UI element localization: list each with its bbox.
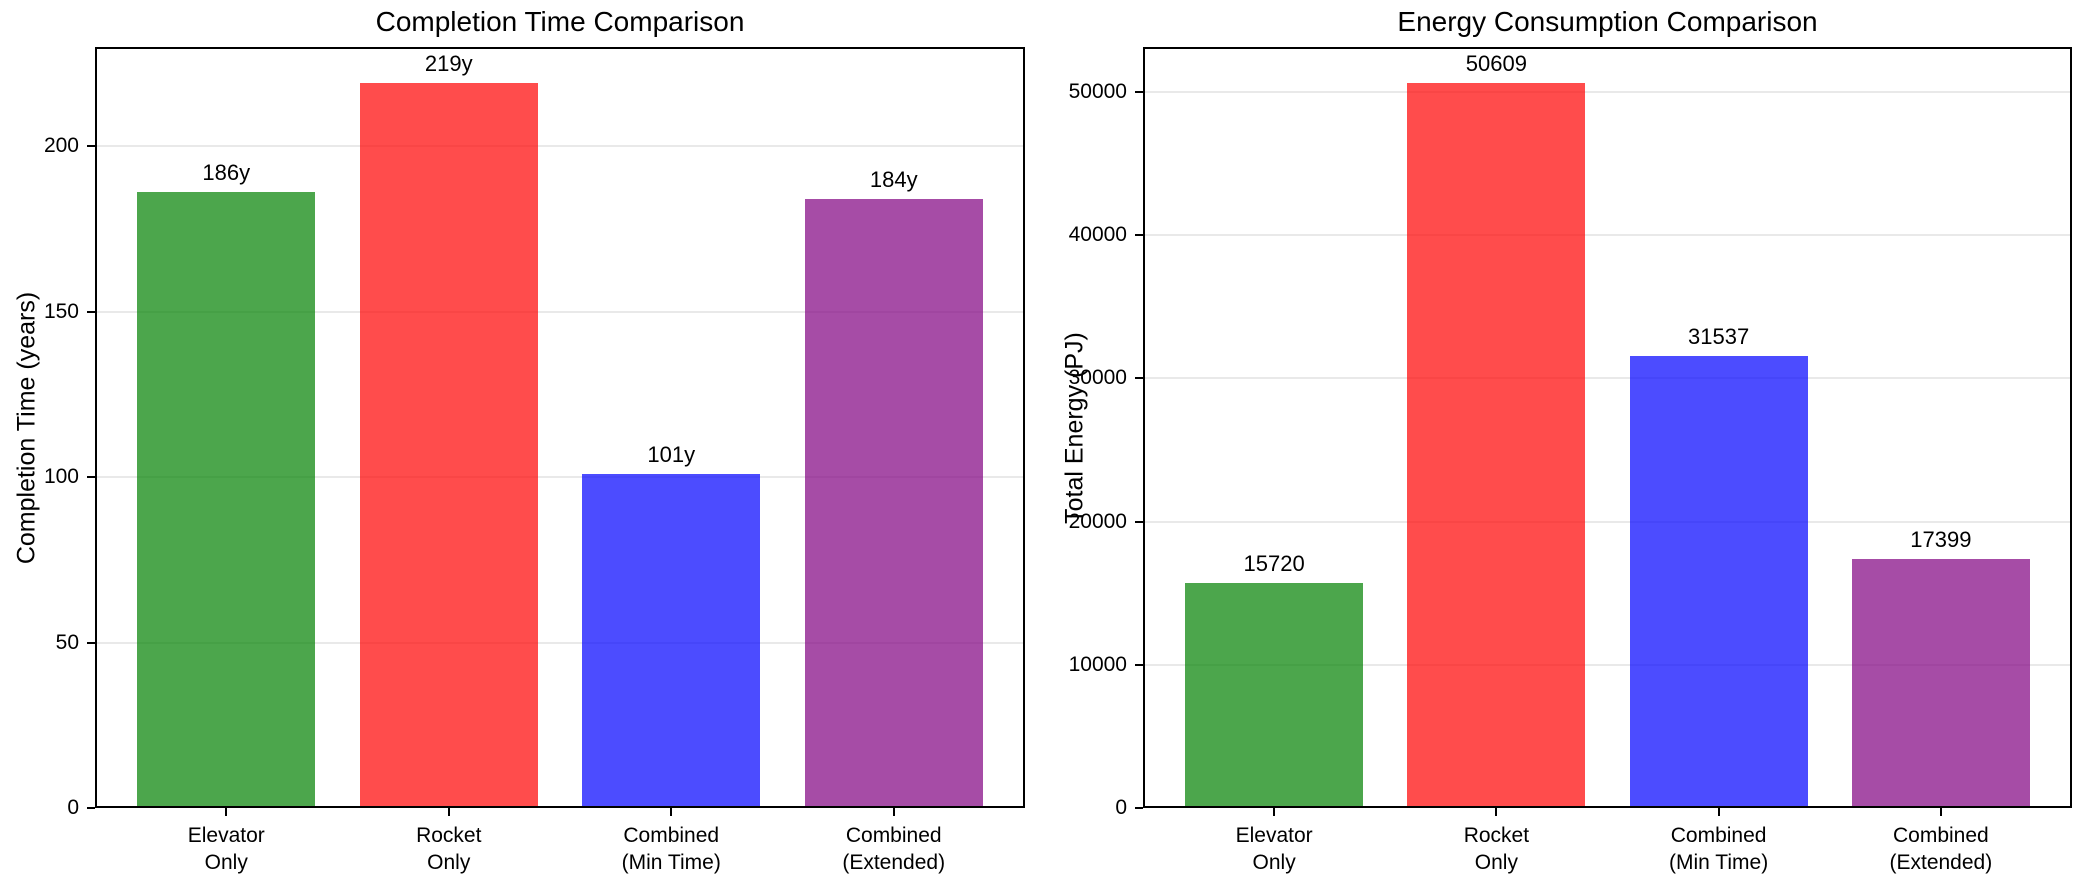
y-tick-mark — [87, 145, 95, 148]
gridline — [95, 310, 1025, 313]
plot-area: 15720 50609 31537 17399 — [1143, 47, 2072, 808]
y-tick-mark — [87, 476, 95, 479]
y-tick-label: 100 — [43, 465, 79, 489]
gridline — [1143, 234, 2072, 237]
bar-value-label: 17399 — [1910, 526, 1972, 552]
bar-value-label: 101y — [647, 441, 696, 467]
x-tick-mark — [1717, 808, 1720, 816]
x-tick-label: Elevator Only — [1235, 824, 1313, 874]
y-tick-label: 10000 — [1068, 652, 1127, 676]
bar-rocket-only — [1407, 83, 1586, 808]
bar-value-label: 50609 — [1465, 51, 1527, 77]
gridline — [95, 476, 1025, 479]
x-tick-label: Combined (Min Time) — [1669, 824, 1769, 874]
y-tick-label: 50000 — [1068, 79, 1127, 103]
x-tick-mark — [1273, 808, 1276, 816]
bar-value-label: 219y — [424, 51, 473, 77]
x-tick-label: Elevator Only — [187, 824, 265, 874]
y-tick-mark — [1135, 663, 1143, 666]
x-tick-mark — [1495, 808, 1498, 816]
gridline — [95, 641, 1025, 644]
x-tick-mark — [447, 808, 450, 816]
y-tick-label: 50 — [55, 630, 79, 654]
y-tick-mark — [1135, 377, 1143, 380]
chart-completion-time: Completion Time Comparison Completion Ti… — [0, 0, 1042, 879]
gridline — [1143, 90, 2072, 93]
x-tick-mark — [892, 808, 895, 816]
gridline — [1143, 520, 2072, 523]
y-tick-label: 20000 — [1068, 509, 1127, 533]
plot-area: 186y 219y 101y 184y — [95, 47, 1025, 808]
x-tick-mark — [225, 808, 228, 816]
y-tick-label: 30000 — [1068, 366, 1127, 390]
bar-combined-min-time — [582, 473, 761, 808]
x-tick-label: Rocket Only — [416, 824, 482, 874]
x-tick-label: Combined (Extended) — [842, 824, 946, 874]
y-axis-label: Total Energy (PJ) — [1060, 331, 1089, 524]
y-tick-label: 150 — [43, 299, 79, 323]
y-tick-mark — [1135, 520, 1143, 523]
bar-combined-extended — [804, 199, 983, 808]
bar-rocket-only — [359, 83, 538, 808]
bar-value-label: 186y — [202, 160, 251, 186]
bar-value-label: 31537 — [1688, 324, 1750, 350]
y-tick-label: 0 — [1115, 796, 1127, 819]
x-tick-label: Rocket Only — [1463, 824, 1530, 874]
y-tick-label: 0 — [67, 796, 79, 819]
gridline — [1143, 377, 2072, 380]
y-tick-mark — [1135, 90, 1143, 93]
bar-elevator-only — [1185, 582, 1364, 808]
plot-frame — [95, 47, 1025, 808]
y-tick-label: 200 — [43, 134, 79, 158]
bar-value-label: 184y — [869, 167, 918, 193]
bar-value-label: 15720 — [1243, 550, 1305, 576]
y-tick-mark — [87, 641, 95, 644]
chart-title: Completion Time Comparison — [375, 6, 745, 37]
x-tick-label: Combined (Extended) — [1889, 824, 1993, 874]
x-tick-label: Combined (Min Time) — [621, 824, 721, 874]
x-tick-mark — [670, 808, 673, 816]
gridline — [1143, 663, 2072, 666]
y-tick-label: 40000 — [1068, 223, 1127, 247]
gridline — [95, 145, 1025, 148]
chart-title: Energy Consumption Comparison — [1397, 6, 1818, 37]
y-tick-mark — [1135, 234, 1143, 237]
y-axis-label: Completion Time (years) — [12, 291, 41, 564]
y-tick-mark — [1135, 807, 1143, 809]
chart-energy-consumption: Energy Consumption Comparison Total Ener… — [1042, 0, 2085, 879]
y-tick-mark — [87, 807, 95, 809]
x-tick-mark — [1939, 808, 1942, 816]
bar-combined-extended — [1851, 558, 2030, 808]
plot-frame — [1143, 47, 2072, 808]
y-tick-mark — [87, 310, 95, 313]
bar-combined-min-time — [1629, 356, 1808, 808]
bar-elevator-only — [137, 192, 316, 808]
